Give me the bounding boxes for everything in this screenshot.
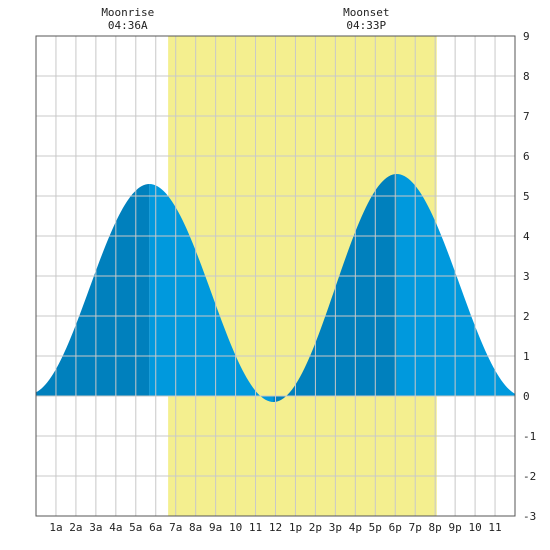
x-tick-label: 6a bbox=[149, 521, 162, 534]
moon-event-time: 04:33P bbox=[346, 19, 386, 32]
x-tick-label: 10 bbox=[229, 521, 242, 534]
y-tick-label: 7 bbox=[523, 110, 530, 123]
y-tick-label: -2 bbox=[523, 470, 536, 483]
x-tick-label: 12 bbox=[269, 521, 282, 534]
x-tick-label: 8a bbox=[189, 521, 202, 534]
x-tick-label: 10 bbox=[468, 521, 481, 534]
x-tick-label: 7p bbox=[409, 521, 422, 534]
y-tick-label: 0 bbox=[523, 390, 530, 403]
tide-area-layer bbox=[36, 174, 515, 402]
x-tick-label: 4p bbox=[349, 521, 362, 534]
x-tick-label: 4a bbox=[109, 521, 122, 534]
y-tick-label: 3 bbox=[523, 270, 530, 283]
x-tick-label: 2p bbox=[309, 521, 322, 534]
moon-event-time: 04:36A bbox=[108, 19, 148, 32]
y-tick-labels: -3 -2 -1 0 1 2 3 4 5 6 7 8 9 bbox=[523, 30, 536, 523]
y-tick-label: 2 bbox=[523, 310, 530, 323]
y-tick-label: 9 bbox=[523, 30, 530, 43]
tide-area-falling bbox=[396, 174, 515, 396]
x-tick-label: 9p bbox=[449, 521, 462, 534]
x-tick-label: 9a bbox=[209, 521, 222, 534]
x-tick-label: 7a bbox=[169, 521, 182, 534]
tide-area-rising bbox=[273, 174, 397, 402]
x-tick-label: 5p bbox=[369, 521, 382, 534]
x-tick-label: 1p bbox=[289, 521, 302, 534]
x-tick-label: 1a bbox=[49, 521, 62, 534]
tide-area-rising bbox=[36, 184, 150, 396]
x-tick-labels: 1a 2a 3a 4a 5a 6a 7a 8a 9a 10 11 12 1p 2p 3p 4p 5p 6p 7p 8p… bbox=[49, 521, 501, 534]
x-tick-label: 3a bbox=[89, 521, 102, 534]
x-tick-label: 5a bbox=[129, 521, 142, 534]
x-tick-label: 6p bbox=[389, 521, 402, 534]
moon-event-label: Moonrise bbox=[101, 6, 154, 19]
x-tick-label: 11 bbox=[249, 521, 262, 534]
x-tick-label: 2a bbox=[69, 521, 82, 534]
y-tick-label: 5 bbox=[523, 190, 530, 203]
tide-area-falling bbox=[149, 184, 274, 402]
y-tick-label: 1 bbox=[523, 350, 530, 363]
y-tick-label: 4 bbox=[523, 230, 530, 243]
y-tick-label: -1 bbox=[523, 430, 536, 443]
x-tick-label: 11 bbox=[488, 521, 501, 534]
y-tick-label: 6 bbox=[523, 150, 530, 163]
x-tick-label: 3p bbox=[329, 521, 342, 534]
plot-frame bbox=[35, 35, 516, 517]
y-tick-label: 8 bbox=[523, 70, 530, 83]
x-tick-label: 8p bbox=[429, 521, 442, 534]
y-tick-label: -3 bbox=[523, 510, 536, 523]
moon-event-label: Moonset bbox=[343, 6, 389, 19]
